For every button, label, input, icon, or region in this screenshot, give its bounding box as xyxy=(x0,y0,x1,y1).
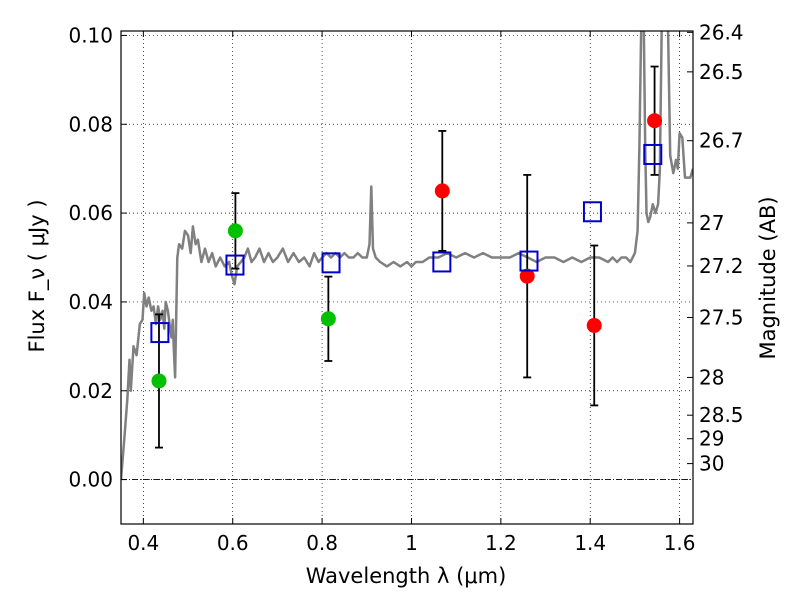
photometry-point xyxy=(586,317,602,333)
right-tick-label: 26.7 xyxy=(699,129,744,153)
photometry-point xyxy=(227,223,243,239)
photometry-point xyxy=(320,311,336,327)
error-bars xyxy=(154,65,659,449)
x-tick-label: 0.8 xyxy=(306,531,338,555)
model-flux-square xyxy=(432,251,452,273)
photometry-point xyxy=(434,183,450,199)
right-tick-label: 27.2 xyxy=(699,254,744,278)
data-markers xyxy=(150,113,663,389)
right-tick-label: 26.4 xyxy=(699,20,744,44)
x-tick-label: 0.4 xyxy=(127,531,159,555)
x-tick-label: 1.2 xyxy=(485,531,517,555)
y-tick-label: 0.02 xyxy=(68,379,113,403)
right-tick-label: 28 xyxy=(699,365,724,389)
model-flux-square xyxy=(321,252,341,274)
y-tick-label: 0.04 xyxy=(68,290,113,314)
right-tick-label: 29 xyxy=(699,427,724,451)
plot-area xyxy=(121,31,693,480)
model-flux-square xyxy=(582,201,602,223)
y-axis-ticks: 0.00 0.02 0.04 0.06 0.08 0.10 xyxy=(68,23,127,492)
y-tick-label: 0.00 xyxy=(68,468,113,492)
x-axis-ticks: 0.4 0.6 0.8 1 1.2 1.4 1.6 xyxy=(127,31,696,555)
right-tick-label: 27 xyxy=(699,211,724,235)
y-tick-label: 0.08 xyxy=(68,112,113,136)
x-axis-label: Wavelength λ (μm) xyxy=(306,564,507,588)
right-axis-label: Magnitude (AB) xyxy=(756,196,780,359)
x-tick-label: 0.6 xyxy=(217,531,249,555)
model-spectrum-line xyxy=(121,31,693,480)
photometry-point xyxy=(647,113,663,129)
right-tick-label: 26.5 xyxy=(699,60,744,84)
grid-lines xyxy=(121,31,693,524)
right-tick-label: 30 xyxy=(699,452,724,476)
x-tick-label: 1 xyxy=(405,531,418,555)
plot-frame xyxy=(120,30,694,525)
y-tick-label: 0.10 xyxy=(68,23,113,47)
photometry-point xyxy=(519,268,535,284)
model-flux-square xyxy=(519,250,539,272)
model-flux-square xyxy=(225,254,245,276)
y-tick-label: 0.06 xyxy=(68,201,113,225)
photometry-point xyxy=(151,373,167,389)
x-tick-label: 1.6 xyxy=(664,531,696,555)
right-tick-label: 28.5 xyxy=(699,403,744,427)
model-flux-square xyxy=(150,322,170,344)
right-tick-label: 27.5 xyxy=(699,305,744,329)
x-tick-label: 1.4 xyxy=(574,531,606,555)
y-axis-label: Flux F_ν ( μJy ) xyxy=(25,199,50,352)
model-flux-square xyxy=(643,143,663,165)
